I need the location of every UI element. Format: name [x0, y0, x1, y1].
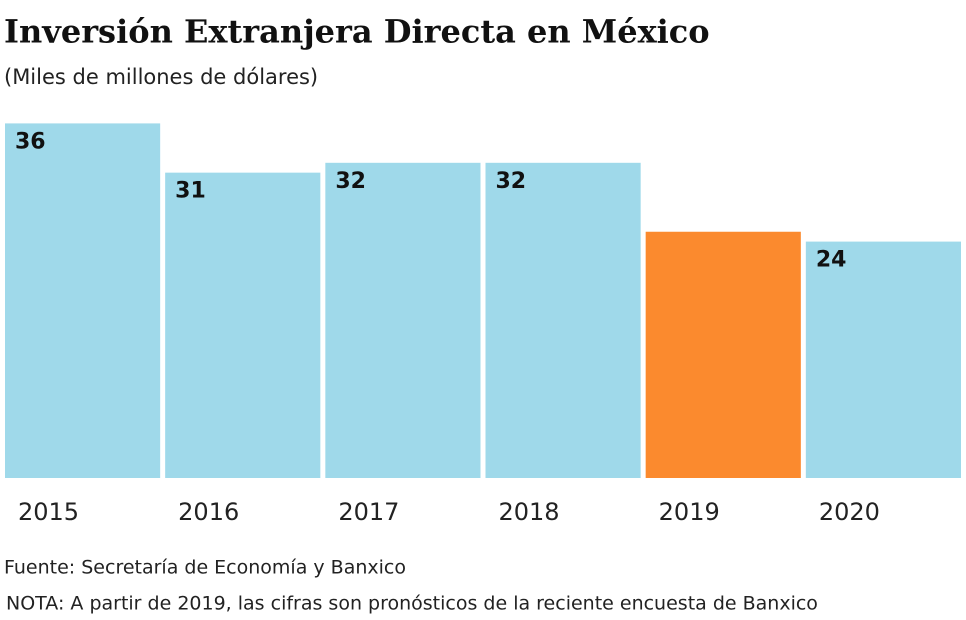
- value-label: 31: [175, 179, 206, 204]
- bar: [5, 123, 161, 479]
- value-label: 32: [496, 169, 527, 194]
- value-label: 24: [816, 248, 847, 273]
- x-tick-label: 2015: [18, 498, 79, 526]
- value-label: 32: [335, 169, 366, 194]
- x-tick-label: 2020: [819, 498, 880, 526]
- value-label: 36: [15, 129, 46, 154]
- bar: [805, 241, 961, 478]
- chart-title: Inversión Extranjera Directa en México: [4, 13, 710, 51]
- bar: [485, 162, 641, 479]
- bar: [645, 231, 801, 478]
- chart-subtitle: (Miles de millones de dólares): [4, 65, 318, 89]
- x-tick-label: 2016: [178, 498, 239, 526]
- x-tick-label: 2017: [338, 498, 399, 526]
- source: Fuente: Secretaría de Economía y Banxico: [4, 557, 406, 579]
- bar: [165, 172, 321, 478]
- x-tick-label: 2018: [499, 498, 560, 526]
- note: NOTA: A partir de 2019, las cifras son p…: [6, 593, 818, 615]
- x-tick-label: 2019: [659, 498, 720, 526]
- bar: [325, 162, 481, 479]
